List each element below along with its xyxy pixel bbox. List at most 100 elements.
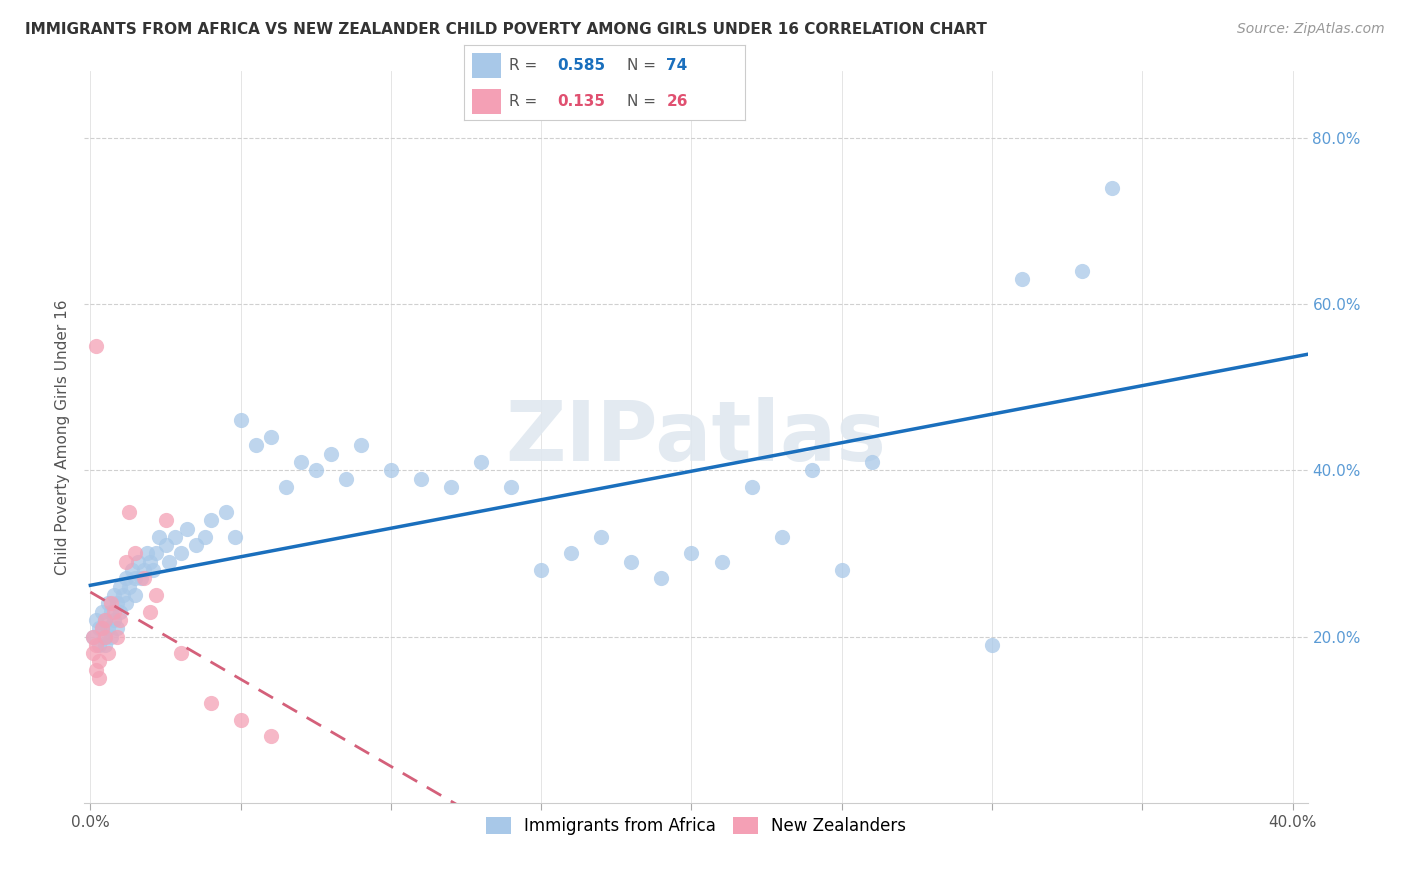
Text: IMMIGRANTS FROM AFRICA VS NEW ZEALANDER CHILD POVERTY AMONG GIRLS UNDER 16 CORRE: IMMIGRANTS FROM AFRICA VS NEW ZEALANDER …	[25, 22, 987, 37]
Point	[82, 630, 104, 644]
FancyBboxPatch shape	[472, 89, 501, 114]
Point	[650, 571, 672, 585]
Point	[86, 663, 108, 677]
Point	[97, 621, 120, 635]
Point	[224, 530, 246, 544]
Point	[94, 613, 117, 627]
Point	[91, 621, 114, 635]
Point	[169, 546, 191, 560]
Point	[131, 571, 153, 585]
Point	[103, 613, 125, 627]
Point	[155, 513, 177, 527]
Point	[97, 596, 120, 610]
Point	[107, 621, 129, 635]
Text: 74: 74	[666, 58, 688, 73]
Point	[163, 530, 186, 544]
Point	[184, 538, 207, 552]
FancyBboxPatch shape	[472, 53, 501, 78]
Point	[710, 555, 733, 569]
Point	[136, 546, 159, 560]
Point	[89, 638, 111, 652]
Point	[560, 546, 582, 560]
Text: 0.135: 0.135	[557, 95, 605, 110]
Point	[194, 530, 217, 544]
Point	[1071, 264, 1094, 278]
Point	[110, 613, 132, 627]
Point	[103, 588, 125, 602]
Point	[89, 621, 111, 635]
Point	[620, 555, 643, 569]
Point	[100, 630, 122, 644]
Point	[124, 571, 146, 585]
Point	[169, 646, 191, 660]
Point	[214, 505, 236, 519]
Point	[470, 455, 492, 469]
Point	[290, 455, 312, 469]
Point	[112, 588, 135, 602]
Point	[274, 480, 297, 494]
Text: ZIPatlas: ZIPatlas	[506, 397, 886, 477]
Point	[124, 546, 146, 560]
Point	[335, 472, 357, 486]
Point	[94, 630, 117, 644]
Point	[115, 596, 138, 610]
Point	[86, 638, 108, 652]
Point	[127, 555, 149, 569]
Point	[100, 605, 122, 619]
Point	[155, 538, 177, 552]
Point	[124, 588, 146, 602]
Point	[82, 646, 104, 660]
Point	[82, 630, 104, 644]
Point	[134, 563, 156, 577]
Point	[157, 555, 180, 569]
Point	[97, 646, 120, 660]
Point	[89, 655, 111, 669]
Point	[148, 530, 170, 544]
Point	[1011, 272, 1033, 286]
Point	[103, 605, 125, 619]
Y-axis label: Child Poverty Among Girls Under 16: Child Poverty Among Girls Under 16	[55, 300, 70, 574]
Text: R =: R =	[509, 58, 543, 73]
Point	[770, 530, 793, 544]
Point	[176, 521, 198, 535]
Point	[139, 555, 162, 569]
Point	[501, 480, 523, 494]
Point	[115, 555, 138, 569]
Point	[118, 505, 141, 519]
Point	[145, 588, 167, 602]
Point	[121, 563, 143, 577]
Point	[305, 463, 328, 477]
Text: N =: N =	[627, 95, 661, 110]
Point	[139, 605, 162, 619]
Point	[800, 463, 823, 477]
Point	[94, 630, 117, 644]
Point	[107, 596, 129, 610]
Text: N =: N =	[627, 58, 661, 73]
Point	[681, 546, 703, 560]
Legend: Immigrants from Africa, New Zealanders: Immigrants from Africa, New Zealanders	[479, 811, 912, 842]
Point	[591, 530, 613, 544]
Point	[200, 513, 222, 527]
Point	[831, 563, 853, 577]
Point	[110, 580, 132, 594]
Point	[142, 563, 165, 577]
Text: Source: ZipAtlas.com: Source: ZipAtlas.com	[1237, 22, 1385, 37]
Point	[91, 621, 114, 635]
Point	[200, 696, 222, 710]
Point	[100, 596, 122, 610]
Text: 26: 26	[666, 95, 688, 110]
Point	[245, 438, 267, 452]
Point	[380, 463, 402, 477]
Point	[319, 447, 342, 461]
Point	[409, 472, 432, 486]
Point	[94, 613, 117, 627]
Point	[860, 455, 883, 469]
Point	[145, 546, 167, 560]
Point	[91, 605, 114, 619]
Point	[350, 438, 373, 452]
Point	[134, 571, 156, 585]
Point	[89, 671, 111, 685]
Point	[86, 338, 108, 352]
Point	[94, 638, 117, 652]
Point	[86, 613, 108, 627]
